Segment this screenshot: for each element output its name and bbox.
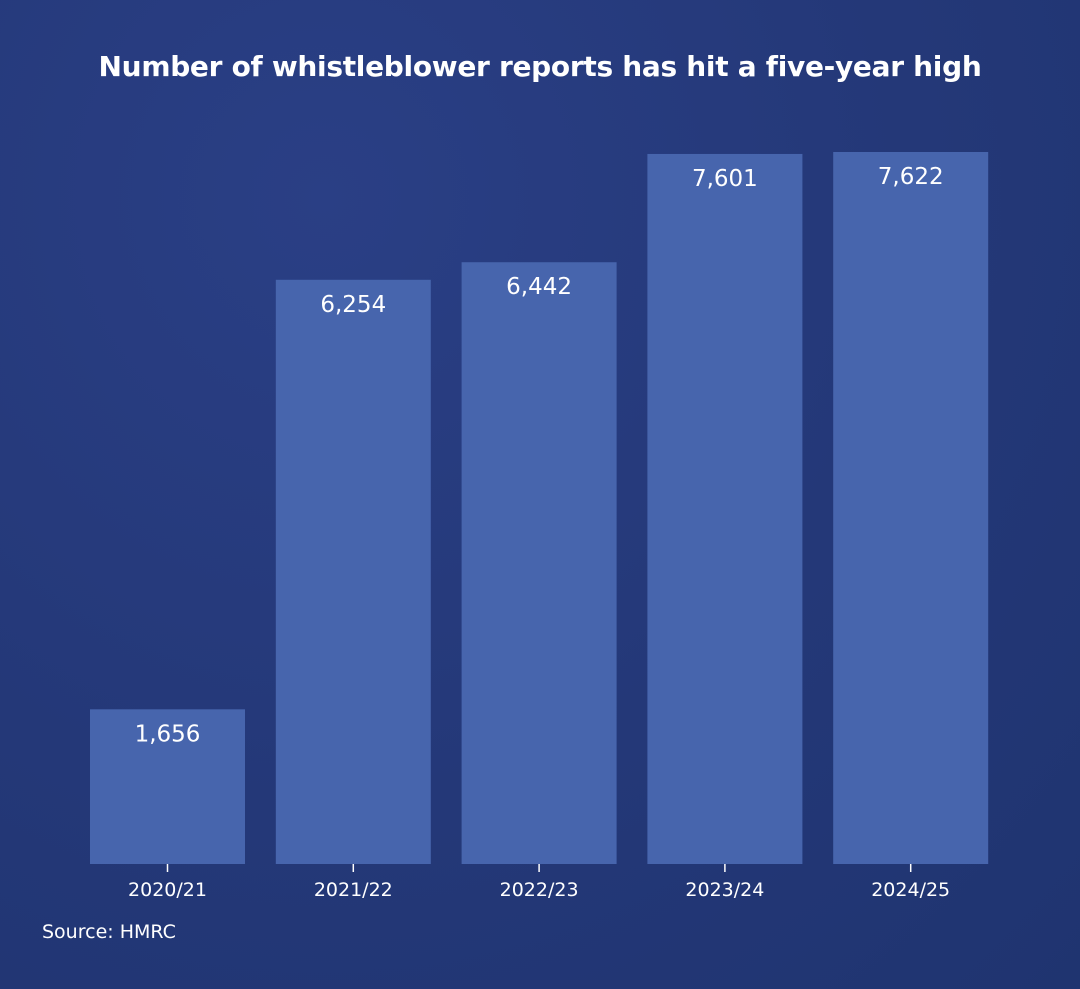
bar-2022-23 [461, 262, 617, 864]
bar-value-label: 6,254 [320, 292, 386, 318]
bar-value-label: 6,442 [506, 274, 572, 300]
bar-2020-21 [90, 709, 245, 864]
bar-2021-22 [275, 279, 431, 865]
bar-2023-24 [647, 153, 803, 865]
bar-value-label: 1,656 [135, 721, 201, 747]
bar-value-label: 7,601 [692, 166, 758, 192]
chart-title: Number of whistleblower reports has hit … [98, 50, 982, 83]
x-axis-tick-label: 2023/24 [685, 879, 764, 901]
x-axis-tick-label: 2020/21 [128, 879, 207, 901]
bar-2024-25 [833, 152, 989, 864]
x-axis-tick-label: 2024/25 [871, 879, 950, 901]
bar-value-label: 7,622 [878, 164, 944, 190]
source-note: Source: HMRC [42, 921, 176, 943]
x-axis-tick-label: 2021/22 [314, 879, 393, 901]
x-axis-tick-label: 2022/23 [500, 879, 579, 901]
